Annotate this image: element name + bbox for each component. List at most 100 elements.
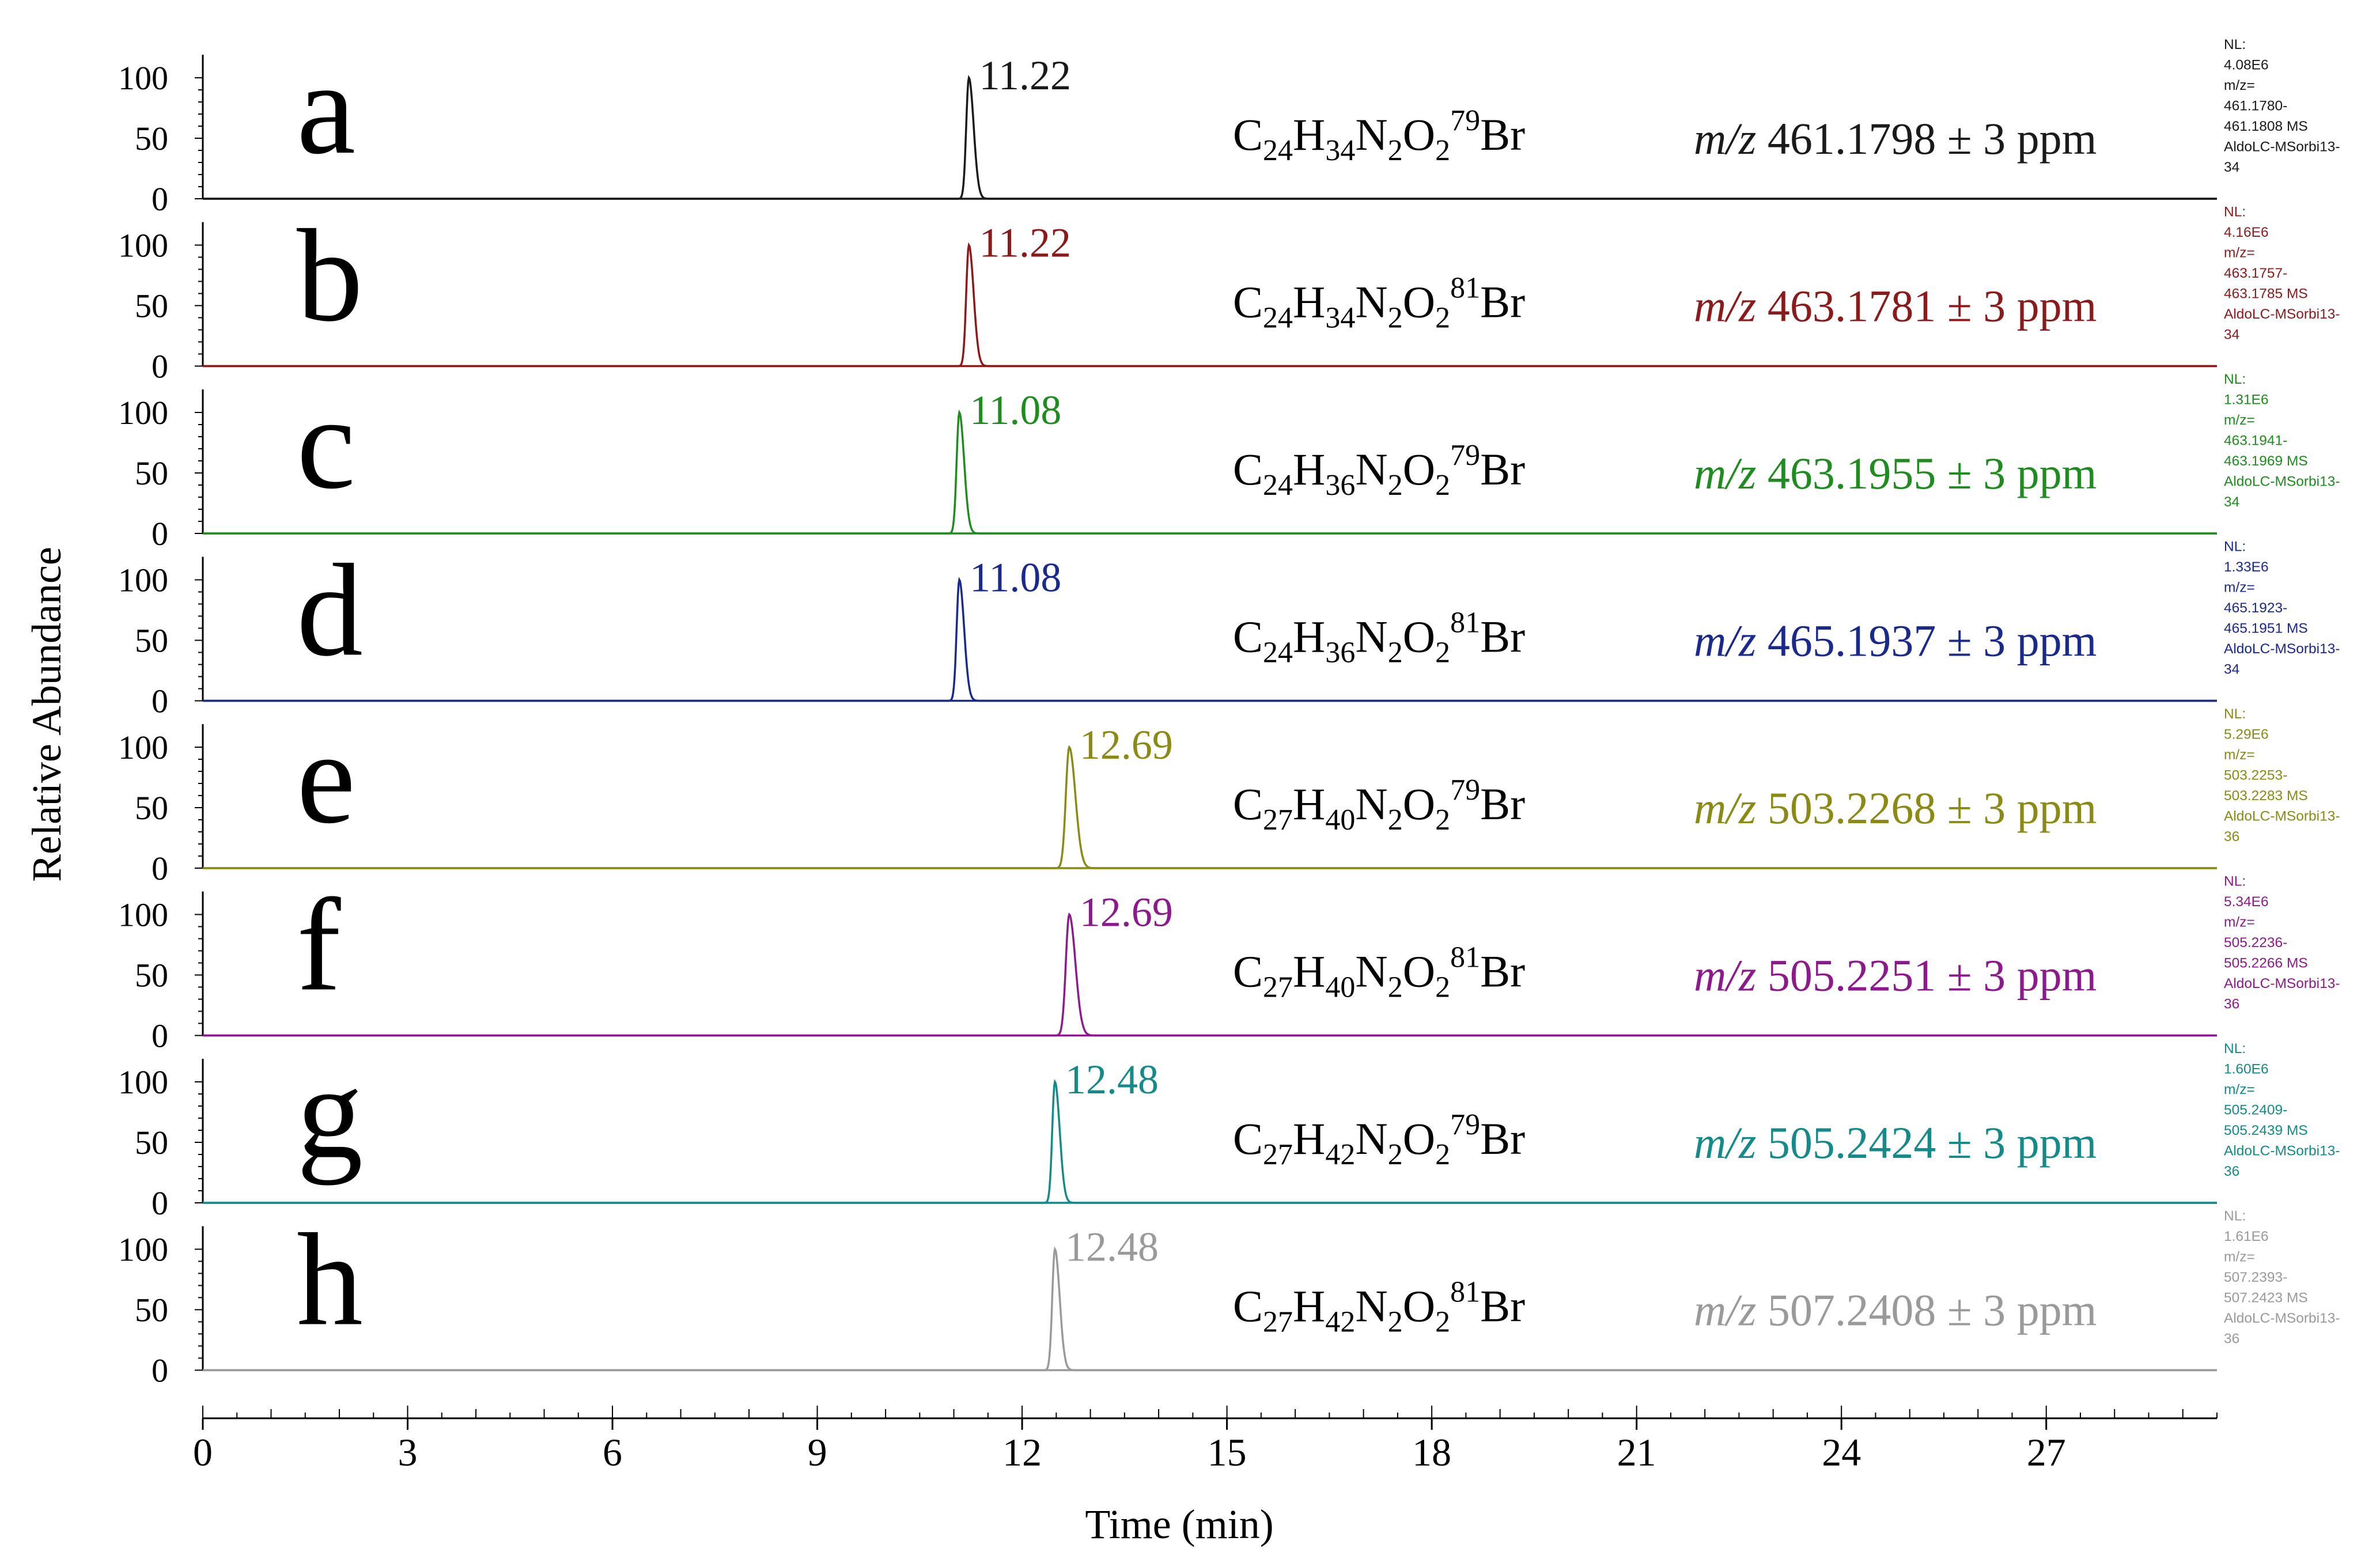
peak-label: 11.22 (979, 52, 1071, 99)
nl-annotation-line: NL: (2224, 37, 2246, 52)
nl-annotation-line: NL: (2224, 1209, 2246, 1224)
formula: C27H42N2O279Br (1233, 1108, 1525, 1171)
y-axis-label: Relative Abundance (24, 547, 70, 882)
nl-annotation-line: 505.2439 MS (2224, 1123, 2308, 1138)
nl-annotation-line: AldoLC-MSorbi13- (2224, 1311, 2340, 1326)
nl-annotation-line: 465.1951 MS (2224, 621, 2308, 637)
panel-letter: e (297, 704, 355, 851)
nl-annotation-line: AldoLC-MSorbi13- (2224, 641, 2340, 657)
y-tick-label: 0 (152, 180, 168, 218)
panel-letter: a (297, 35, 355, 181)
x-tick-label: 6 (603, 1430, 622, 1474)
panel-d: 0 50 100 11.08 d C24H36N2O281Br m/z 465.1937 ±… (118, 537, 2340, 720)
y-tick-label: 0 (152, 1352, 168, 1389)
nl-annotation-line: 34 (2224, 662, 2239, 677)
panel-c: 0 50 100 11.08 c C24H36N2O279Br m/z 463.1955 ±… (118, 369, 2340, 552)
y-tick-label: 100 (118, 896, 168, 934)
y-tick-label: 0 (152, 683, 168, 720)
mz-label: m/z 507.2408 ± 3 ppm (1694, 1285, 2097, 1335)
y-tick-label: 50 (135, 789, 168, 827)
panel-f: 0 50 100 12.69 f C27H40N2O281Br m/z 505.2251 ±… (118, 872, 2340, 1055)
nl-annotation-line: 4.16E6 (2224, 225, 2269, 240)
y-tick-label: 50 (135, 957, 168, 994)
nl-annotation-line: 5.29E6 (2224, 727, 2269, 743)
nl-annotation-line: 4.08E6 (2224, 58, 2269, 73)
nl-annotation-line: NL: (2224, 205, 2246, 220)
y-tick-label: 0 (152, 1184, 168, 1222)
y-tick-label: 0 (152, 1017, 168, 1055)
mz-label: m/z 505.2251 ± 3 ppm (1694, 951, 2097, 1001)
peak-label: 11.08 (970, 555, 1061, 601)
x-tick-label: 24 (1822, 1430, 1861, 1474)
nl-annotation-line: 503.2253- (2224, 768, 2287, 783)
nl-annotation-line: 34 (2224, 494, 2239, 510)
panel-letter: g (297, 1039, 363, 1186)
nl-annotation-line: 1.33E6 (2224, 559, 2269, 575)
nl-annotation-line: 505.2236- (2224, 935, 2287, 951)
y-tick-label: 0 (152, 515, 168, 552)
nl-annotation-line: m/z= (2224, 1249, 2255, 1265)
panel-b: 0 50 100 11.22 b C24H34N2O281Br m/z 463.1781 ±… (118, 202, 2340, 385)
nl-annotation-line: 505.2266 MS (2224, 956, 2308, 971)
x-tick-label: 21 (1617, 1430, 1656, 1474)
y-tick-label: 50 (135, 455, 168, 492)
nl-annotation-line: NL: (2224, 706, 2246, 722)
x-tick-label: 9 (808, 1430, 827, 1474)
mz-label: m/z 505.2424 ± 3 ppm (1694, 1118, 2097, 1168)
x-axis-label: Time (min) (1085, 1501, 1273, 1547)
nl-annotation-line: 461.1808 MS (2224, 119, 2308, 134)
formula: C24H34N2O281Br (1233, 272, 1525, 335)
nl-annotation-line: 34 (2224, 327, 2239, 343)
y-tick-label: 100 (118, 59, 168, 97)
x-tick-label: 12 (1002, 1430, 1042, 1474)
nl-annotation-line: 463.1969 MS (2224, 453, 2308, 469)
y-tick-label: 50 (135, 120, 168, 157)
nl-annotation-line: 465.1923- (2224, 600, 2287, 616)
nl-annotation-line: m/z= (2224, 915, 2255, 930)
nl-annotation-line: 507.2423 MS (2224, 1290, 2308, 1306)
nl-annotation-line: AldoLC-MSorbi13- (2224, 474, 2340, 490)
mz-label: m/z 463.1955 ± 3 ppm (1694, 448, 2097, 498)
panel-letter: d (297, 537, 363, 684)
x-tick-label: 27 (2027, 1430, 2066, 1474)
y-tick-label: 100 (118, 227, 168, 264)
nl-annotation-line: 463.1785 MS (2224, 286, 2308, 302)
nl-annotation-line: 36 (2224, 1164, 2239, 1179)
nl-annotation-line: m/z= (2224, 412, 2255, 428)
nl-annotation-line: 463.1941- (2224, 433, 2287, 449)
formula: C24H36N2O279Br (1233, 439, 1525, 502)
nl-annotation-line: 463.1757- (2224, 266, 2287, 281)
panel-letter: b (297, 202, 363, 349)
mz-label: m/z 503.2268 ± 3 ppm (1694, 783, 2097, 833)
nl-annotation-line: 1.61E6 (2224, 1229, 2269, 1244)
nl-annotation-line: 36 (2224, 829, 2239, 845)
nl-annotation-line: 505.2409- (2224, 1103, 2287, 1118)
nl-annotation-line: 461.1780- (2224, 99, 2287, 114)
nl-annotation-line: 503.2283 MS (2224, 788, 2308, 804)
nl-annotation-line: AldoLC-MSorbi13- (2224, 976, 2340, 991)
x-tick-label: 18 (1412, 1430, 1451, 1474)
nl-annotation-line: NL: (2224, 874, 2246, 889)
y-tick-label: 100 (118, 1063, 168, 1101)
formula: C24H36N2O281Br (1233, 607, 1525, 669)
panel-g: 0 50 100 12.48 g C27H42N2O279Br m/z 505.2424 ±… (118, 1039, 2340, 1222)
y-tick-label: 50 (135, 622, 168, 660)
y-tick-label: 50 (135, 1292, 168, 1329)
panel-letter: f (297, 872, 341, 1018)
mz-label: m/z 461.1798 ± 3 ppm (1694, 113, 2097, 164)
y-tick-label: 50 (135, 1124, 168, 1161)
peak-label: 12.48 (1065, 1057, 1159, 1103)
nl-annotation-line: AldoLC-MSorbi13- (2224, 1144, 2340, 1159)
formula: C27H42N2O281Br (1233, 1276, 1525, 1339)
nl-annotation-line: 36 (2224, 997, 2239, 1012)
nl-annotation-line: 1.31E6 (2224, 392, 2269, 408)
formula: C24H34N2O279Br (1233, 104, 1525, 167)
mz-label: m/z 463.1781 ± 3 ppm (1694, 281, 2097, 331)
peak-label: 11.22 (979, 220, 1071, 266)
x-tick-label: 3 (398, 1430, 418, 1474)
y-tick-label: 0 (152, 850, 168, 887)
x-tick-label: 15 (1208, 1430, 1247, 1474)
panel-h: 0 50 100 12.48 h C27H42N2O281Br m/z 507.2408 ±… (118, 1206, 2340, 1389)
nl-annotation-line: 507.2393- (2224, 1270, 2287, 1285)
